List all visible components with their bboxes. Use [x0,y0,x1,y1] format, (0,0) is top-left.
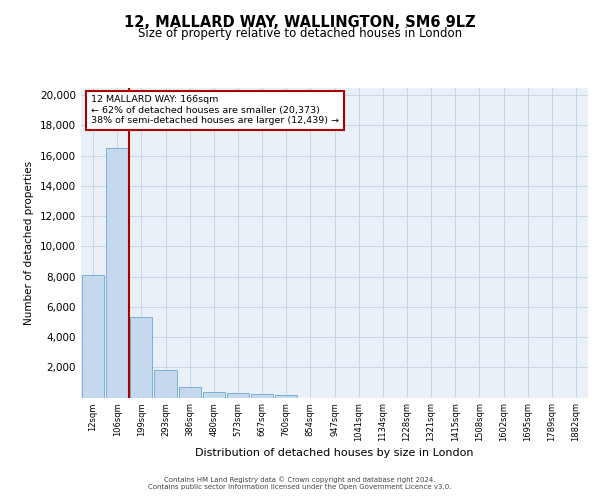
Bar [203,392,225,398]
Bar [251,394,273,398]
Text: Contains HM Land Registry data © Crown copyright and database right 2024.
Contai: Contains HM Land Registry data © Crown c… [148,476,452,490]
Bar [275,395,298,398]
Text: 12 MALLARD WAY: 166sqm
← 62% of detached houses are smaller (20,373)
38% of semi: 12 MALLARD WAY: 166sqm ← 62% of detached… [91,95,339,125]
Bar [82,275,104,398]
Bar [179,387,201,398]
Bar [130,318,152,398]
X-axis label: Distribution of detached houses by size in London: Distribution of detached houses by size … [195,448,474,458]
Bar [227,393,249,398]
Bar [106,148,128,398]
Text: 12, MALLARD WAY, WALLINGTON, SM6 9LZ: 12, MALLARD WAY, WALLINGTON, SM6 9LZ [124,15,476,30]
Y-axis label: Number of detached properties: Number of detached properties [25,160,34,324]
Text: Size of property relative to detached houses in London: Size of property relative to detached ho… [138,28,462,40]
Bar [154,370,176,398]
